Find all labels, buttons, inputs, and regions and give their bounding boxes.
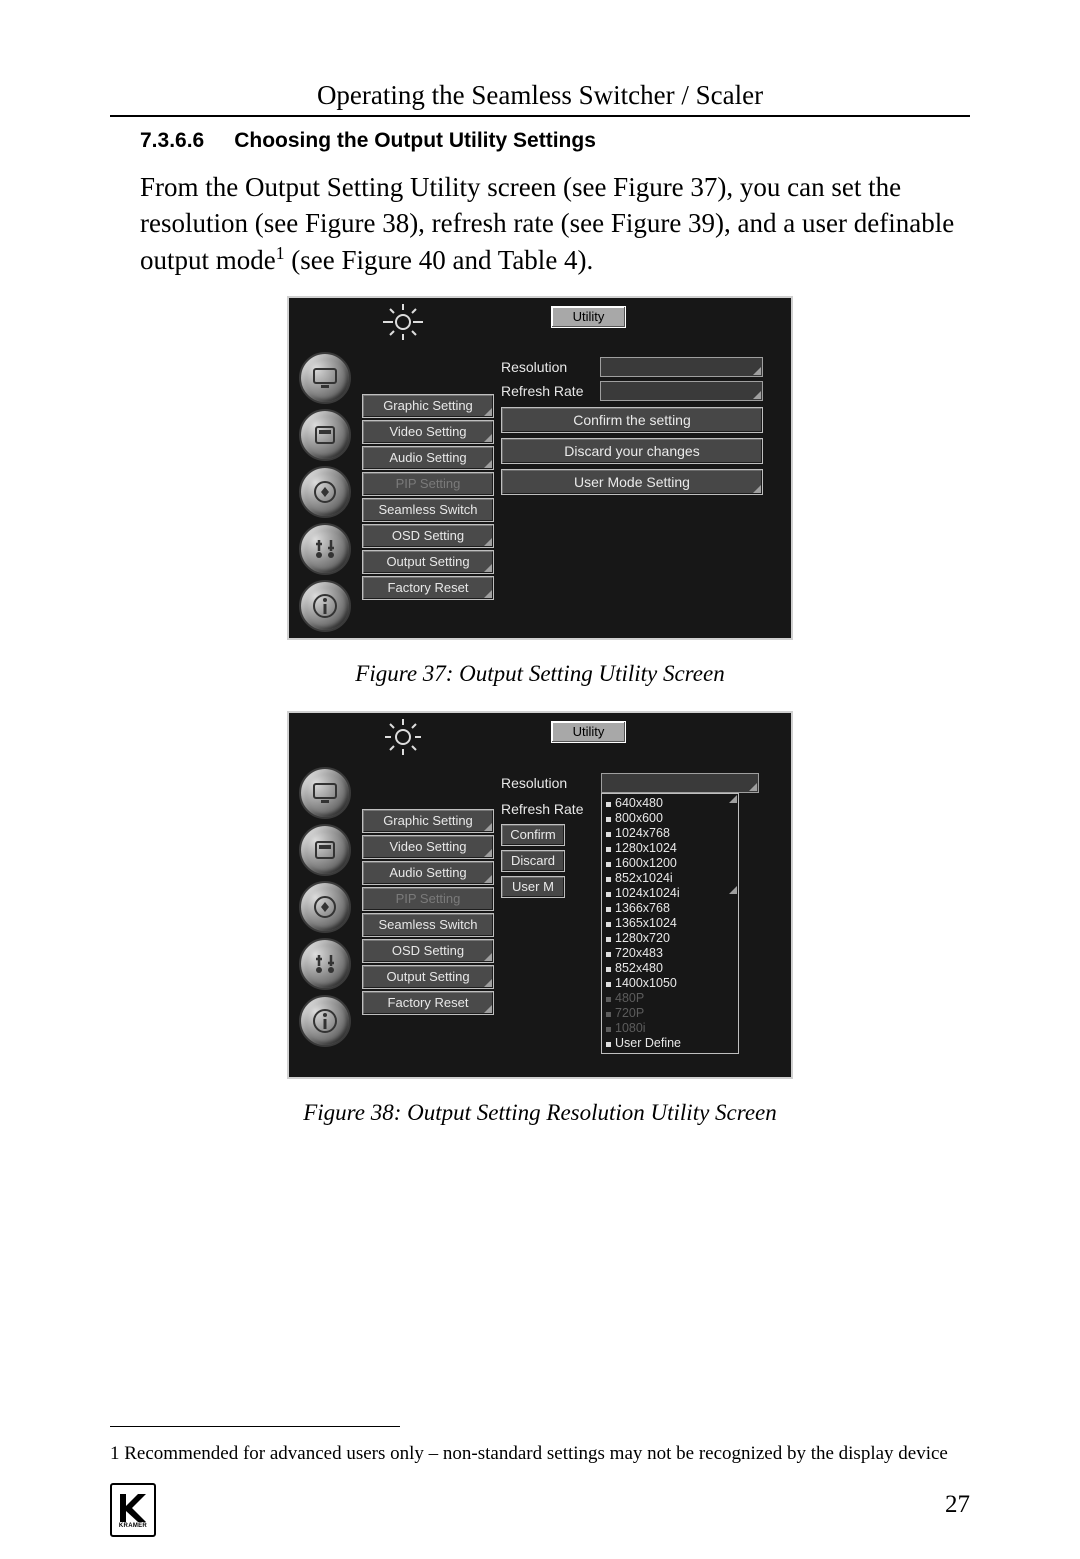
menu-seamless-switch[interactable]: Seamless Switch: [362, 498, 494, 522]
confirm-short-button[interactable]: Confirm: [501, 824, 565, 846]
footnote: 1 Recommended for advanced users only – …: [110, 1443, 970, 1465]
warning-icon[interactable]: [299, 466, 351, 518]
confirm-button[interactable]: Confirm the setting: [501, 407, 763, 433]
menu-output-setting[interactable]: Output Setting: [362, 550, 494, 574]
resolution-field[interactable]: [600, 357, 763, 377]
menu-osd-setting[interactable]: OSD Setting: [362, 524, 494, 548]
brightness-icon: [383, 302, 423, 342]
info-icon[interactable]: [299, 580, 351, 632]
refresh-label: Refresh Rate: [501, 801, 601, 817]
res-opt[interactable]: 1365x1024: [606, 916, 734, 931]
brand-logo: KRAMER: [110, 1483, 156, 1537]
user-short-button[interactable]: User M: [501, 876, 565, 898]
tools-icon[interactable]: [299, 938, 351, 990]
tools-icon[interactable]: [299, 523, 351, 575]
res-opt[interactable]: 1280x720: [606, 931, 734, 946]
resolution-label: Resolution: [501, 356, 596, 378]
right-column-37: Resolution Refresh Rate Confirm the sett…: [501, 356, 763, 495]
menu-seamless-switch[interactable]: Seamless Switch: [362, 913, 494, 937]
osd-screen-38: Utility Graphic Setting Video Setting Au…: [287, 711, 793, 1079]
refresh-row: Refresh Rate: [501, 380, 763, 402]
body-paragraph: From the Output Setting Utility screen (…: [140, 169, 970, 278]
figure-38: Utility Graphic Setting Video Setting Au…: [110, 711, 970, 1084]
menu-pip-setting[interactable]: PIP Setting: [362, 887, 494, 911]
utility-tab[interactable]: Utility: [551, 721, 626, 743]
res-opt[interactable]: 1280x1024: [606, 841, 734, 856]
figure-38-caption: Figure 38: Output Setting Resolution Uti…: [110, 1100, 970, 1126]
section-title: Choosing the Output Utility Settings: [234, 129, 596, 152]
res-opt[interactable]: 720P: [606, 1006, 734, 1021]
figure-37-caption: Figure 37: Output Setting Utility Screen: [110, 661, 970, 687]
res-opt[interactable]: 640x480: [606, 796, 734, 811]
utility-tab[interactable]: Utility: [551, 306, 626, 328]
osd-screen-37: Utility Graphic Setting Video Setting Au…: [287, 296, 793, 640]
res-opt[interactable]: 1366x768: [606, 901, 734, 916]
drive-icon[interactable]: [299, 409, 351, 461]
warning-icon[interactable]: [299, 881, 351, 933]
menu-column: Graphic Setting Video Setting Audio Sett…: [362, 809, 494, 1017]
menu-factory-reset[interactable]: Factory Reset: [362, 576, 494, 600]
header-rule: [110, 115, 970, 117]
monitor-icon[interactable]: [299, 767, 351, 819]
res-opt[interactable]: 800x600: [606, 811, 734, 826]
info-icon[interactable]: [299, 995, 351, 1047]
monitor-icon[interactable]: [299, 352, 351, 404]
resolution-field[interactable]: [601, 773, 759, 793]
para-tail: (see Figure 40 and Table 4).: [285, 245, 594, 275]
footnote-text: Recommended for advanced users only – no…: [120, 1443, 948, 1464]
user-mode-button[interactable]: User Mode Setting: [501, 469, 763, 495]
menu-graphic-setting[interactable]: Graphic Setting: [362, 394, 494, 418]
menu-factory-reset[interactable]: Factory Reset: [362, 991, 494, 1015]
page-header: Operating the Seamless Switcher / Scaler: [110, 80, 970, 111]
drive-icon[interactable]: [299, 824, 351, 876]
res-opt[interactable]: 720x483: [606, 946, 734, 961]
res-opt[interactable]: 1024x768: [606, 826, 734, 841]
menu-pip-setting[interactable]: PIP Setting: [362, 472, 494, 496]
res-opt[interactable]: 1080i: [606, 1021, 734, 1036]
menu-column: Graphic Setting Video Setting Audio Sett…: [362, 394, 494, 602]
icon-column: [299, 767, 353, 1052]
menu-output-setting[interactable]: Output Setting: [362, 965, 494, 989]
brand-text: KRAMER: [119, 1523, 147, 1529]
discard-short-button[interactable]: Discard: [501, 850, 565, 872]
menu-audio-setting[interactable]: Audio Setting: [362, 446, 494, 470]
footnote-ref: 1: [276, 243, 285, 263]
refresh-field[interactable]: [600, 381, 763, 401]
res-opt[interactable]: 852x1024i: [606, 871, 734, 886]
discard-button[interactable]: Discard your changes: [501, 438, 763, 464]
menu-audio-setting[interactable]: Audio Setting: [362, 861, 494, 885]
resolution-row: Resolution: [501, 356, 763, 378]
resolution-label: Resolution: [501, 775, 601, 791]
resolution-row: Resolution: [501, 771, 763, 795]
menu-graphic-setting[interactable]: Graphic Setting: [362, 809, 494, 833]
icon-column: [299, 352, 353, 637]
refresh-label: Refresh Rate: [501, 380, 596, 402]
res-opt[interactable]: 1400x1050: [606, 976, 734, 991]
menu-video-setting[interactable]: Video Setting: [362, 420, 494, 444]
res-opt[interactable]: 1024x1024i: [606, 886, 734, 901]
res-opt[interactable]: 480P: [606, 991, 734, 1006]
brightness-icon: [383, 717, 423, 757]
res-opt[interactable]: 852x480: [606, 961, 734, 976]
section-number: 7.3.6.6: [140, 129, 204, 152]
page-number: 27: [110, 1491, 970, 1519]
section-heading: 7.3.6.6 Choosing the Output Utility Setti…: [140, 129, 970, 153]
menu-osd-setting[interactable]: OSD Setting: [362, 939, 494, 963]
res-opt[interactable]: User Define: [606, 1036, 734, 1051]
footnote-rule: [110, 1426, 400, 1427]
res-opt[interactable]: 1600x1200: [606, 856, 734, 871]
menu-video-setting[interactable]: Video Setting: [362, 835, 494, 859]
figure-37: Utility Graphic Setting Video Setting Au…: [110, 296, 970, 645]
footnote-marker: 1: [110, 1443, 120, 1464]
resolution-dropdown[interactable]: 640x480 800x600 1024x768 1280x1024 1600x…: [601, 793, 739, 1054]
